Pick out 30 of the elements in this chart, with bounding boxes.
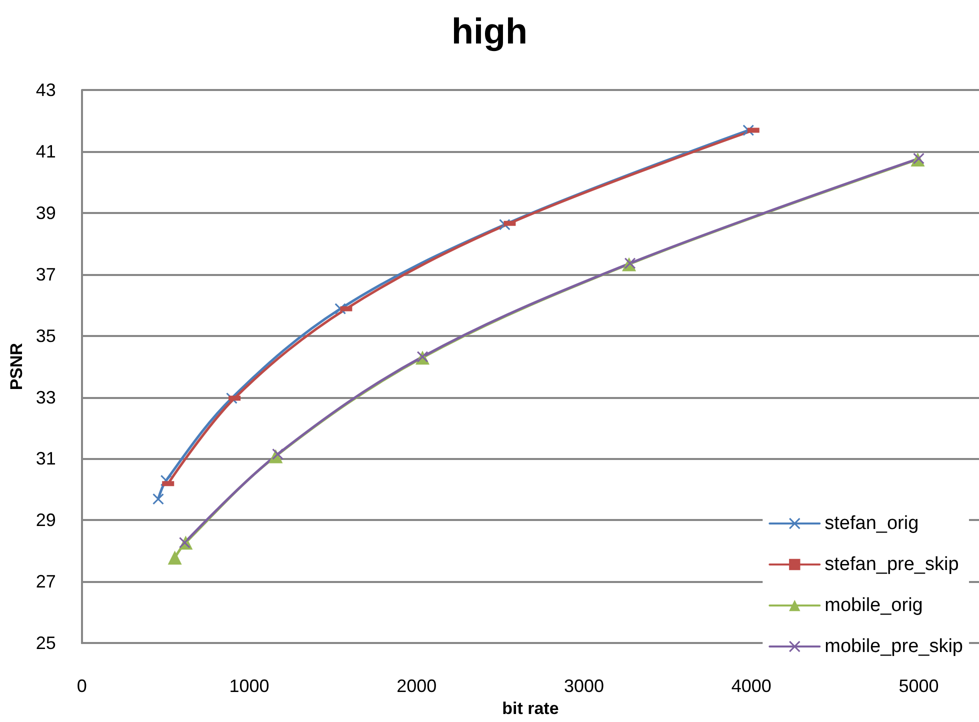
y-tick-label: 29 — [36, 510, 56, 530]
x-tick-label: 3000 — [564, 676, 604, 696]
point — [272, 448, 284, 460]
y-tick-label: 43 — [36, 80, 56, 100]
point — [913, 153, 924, 164]
x-tick-label: 1000 — [229, 676, 270, 696]
y-tick-label: 27 — [36, 572, 56, 592]
point — [417, 351, 428, 362]
point — [152, 493, 164, 504]
legend-label: stefan_pre_skip — [824, 554, 959, 575]
x-tick-label: 2000 — [396, 676, 437, 696]
y-tick-label: 31 — [36, 448, 56, 469]
y-tick-label: 35 — [36, 326, 56, 346]
y-tick-label: 39 — [36, 202, 56, 223]
y-axis-title: PSNR — [7, 342, 26, 390]
legend-label: stefan_orig — [824, 513, 919, 534]
y-tick-label: 25 — [36, 633, 56, 654]
point — [179, 537, 190, 548]
x-tick-label: 0 — [76, 676, 87, 696]
point — [624, 258, 636, 269]
y-tick-label: 37 — [36, 264, 56, 284]
legend-label: mobile_pre_skip — [824, 636, 964, 657]
x-tick-label: 5000 — [898, 676, 939, 696]
x-axis-title: bit rate — [502, 699, 559, 718]
y-tick-label: 41 — [36, 141, 56, 162]
x-tick-label: 4000 — [731, 676, 772, 696]
chart-title: high — [452, 10, 528, 52]
point — [168, 550, 182, 565]
y-tick-label: 33 — [36, 387, 56, 408]
legend-label: mobile_orig — [824, 595, 923, 616]
